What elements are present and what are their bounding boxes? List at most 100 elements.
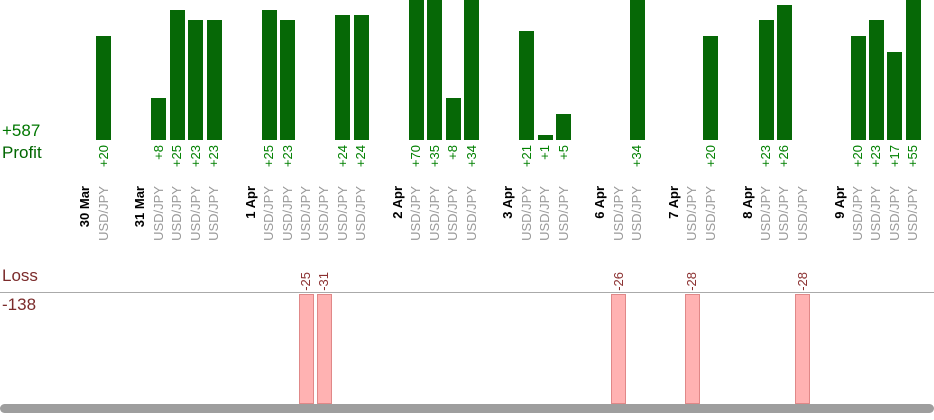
symbol-label: USD/JPY: [279, 186, 295, 241]
profit-bar: [427, 0, 443, 140]
trade-profit-value: +1: [537, 145, 553, 160]
trade-profit-value: +20: [95, 145, 111, 168]
profit-bar: [556, 114, 572, 140]
symbol-label: USD/JPY: [261, 186, 277, 241]
profit-bar: [905, 0, 921, 140]
trade-loss-value: -28: [684, 272, 700, 291]
profit-bar: [776, 5, 792, 140]
symbol-label: USD/JPY: [445, 186, 461, 241]
trade-profit-value: +23: [868, 145, 884, 168]
trade-profit-value: +23: [187, 145, 203, 168]
symbol-label: USD/JPY: [298, 186, 313, 241]
profit-axis-label: Profit: [2, 143, 42, 162]
profit-total: +587: [2, 121, 41, 140]
loss-axis-label: Loss: [2, 266, 38, 285]
symbol-label: USD/JPY: [95, 186, 111, 241]
profit-bar: [408, 0, 424, 140]
loss-bar: [316, 294, 332, 404]
loss-bar: [795, 294, 811, 404]
trade-profit-value: +35: [426, 145, 442, 168]
horizontal-scrollbar-thumb[interactable]: [0, 404, 934, 413]
date-label: 2 Apr: [390, 186, 405, 219]
profit-bar: [353, 15, 369, 140]
trade-profit-value: +23: [758, 145, 773, 168]
trade-loss-value: -26: [610, 272, 626, 291]
date-label: 31 Mar: [132, 186, 148, 228]
profit-bar: [188, 20, 204, 140]
symbol-label: USD/JPY: [150, 186, 166, 241]
symbol-label: USD/JPY: [187, 186, 203, 241]
trade-profit-value: +25: [169, 145, 185, 168]
trade-profit-value: +23: [206, 145, 221, 168]
profit-bar: [445, 98, 461, 140]
profit-bar: [96, 36, 112, 140]
symbol-label: USD/JPY: [850, 186, 865, 241]
date-label: 6 Apr: [592, 186, 608, 219]
symbol-label: USD/JPY: [463, 186, 479, 241]
profit-bar: [206, 20, 222, 140]
symbol-label: USD/JPY: [169, 186, 185, 241]
loss-bar: [684, 294, 700, 404]
trade-loss-value: -31: [316, 272, 332, 291]
symbol-label: USD/JPY: [518, 186, 534, 241]
symbol-label: USD/JPY: [758, 186, 773, 241]
trade-profit-value: +17: [886, 145, 902, 168]
profit-bar: [868, 20, 884, 140]
profit-bar: [629, 0, 645, 140]
profit-bar: [151, 98, 167, 140]
symbol-label: USD/JPY: [426, 186, 442, 241]
symbol-label: USD/JPY: [629, 186, 645, 241]
trade-profit-value: +8: [445, 145, 461, 160]
profit-bar: [169, 10, 185, 140]
trade-loss-value: -25: [298, 272, 313, 291]
profit-bar: [887, 52, 903, 140]
trade-profit-value: +55: [905, 145, 921, 168]
date-label: 30 Mar: [77, 186, 93, 228]
loss-total: -138: [2, 295, 37, 314]
trade-profit-value: +20: [850, 145, 865, 168]
profit-bar: [519, 31, 535, 140]
trade-profit-value: +25: [261, 145, 277, 168]
date-label: 8 Apr: [739, 186, 755, 219]
profit-bar: [335, 15, 351, 140]
date-label: 1 Apr: [242, 186, 258, 219]
trade-loss-value: -28: [794, 272, 810, 291]
profit-bar: [850, 36, 866, 140]
date-label: 9 Apr: [831, 186, 847, 219]
trade-profit-value: +20: [702, 145, 718, 168]
trade-profit-value: +24: [353, 145, 369, 168]
trade-profit-value: +5: [555, 145, 571, 160]
profit-bar: [464, 0, 480, 140]
trade-profit-value: +8: [150, 145, 166, 160]
loss-bar: [298, 294, 314, 404]
symbol-label: USD/JPY: [610, 186, 626, 241]
symbol-label: USD/JPY: [316, 186, 332, 241]
profit-bar: [703, 36, 719, 140]
loss-baseline: [0, 292, 934, 293]
symbol-label: USD/JPY: [794, 186, 810, 241]
trade-profit-value: +21: [518, 145, 534, 168]
trade-profit-value: +24: [334, 145, 350, 168]
symbol-label: USD/JPY: [702, 186, 718, 241]
symbol-label: USD/JPY: [886, 186, 902, 241]
trade-profit-value: +70: [408, 145, 424, 168]
symbol-label: USD/JPY: [537, 186, 553, 241]
trade-profit-value: +34: [629, 145, 645, 168]
profit-bar: [758, 20, 774, 140]
symbol-label: USD/JPY: [353, 186, 369, 241]
date-label: 7 Apr: [666, 186, 681, 219]
symbol-label: USD/JPY: [684, 186, 700, 241]
symbol-label: USD/JPY: [555, 186, 571, 241]
profit-bar: [261, 10, 277, 140]
profit-bar: [280, 20, 296, 140]
symbol-label: USD/JPY: [334, 186, 350, 241]
symbol-label: USD/JPY: [206, 186, 221, 241]
symbol-label: USD/JPY: [408, 186, 424, 241]
trade-profit-value: +34: [463, 145, 479, 168]
date-label: 3 Apr: [500, 186, 516, 219]
profit-bar: [537, 135, 553, 140]
trade-profit-value: +26: [776, 145, 792, 168]
loss-bar: [611, 294, 627, 404]
symbol-label: USD/JPY: [868, 186, 884, 241]
